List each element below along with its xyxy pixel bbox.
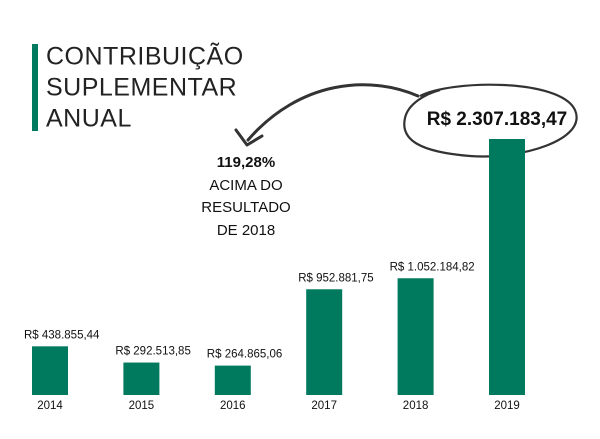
x-tick-label: 2017 (311, 400, 337, 412)
annotation: RESULTADO (201, 199, 290, 216)
x-tick-label: 2018 (403, 400, 429, 412)
arrow-head (234, 128, 264, 147)
x-tick-label: 2019 (494, 400, 520, 412)
bar (306, 289, 343, 395)
bar (123, 362, 160, 395)
annotation: DE 2018 (217, 222, 275, 239)
title-accent (32, 44, 38, 131)
bar (489, 139, 525, 395)
value-label: R$ 1.052.184,82 (390, 261, 475, 273)
arrow (246, 83, 420, 142)
x-tick-label: 2015 (129, 400, 155, 412)
value-label: R$ 2.307.183,47 (427, 109, 568, 130)
value-label: R$ 952.881,75 (298, 272, 373, 284)
chart-title: CONTRIBUIÇÃO (46, 42, 244, 71)
value-label: R$ 438.855,44 (24, 329, 100, 341)
x-tick-label: 2016 (220, 400, 246, 412)
annotation: ACIMA DO (209, 177, 282, 194)
bar (397, 278, 434, 395)
bar (32, 346, 68, 395)
bar (214, 365, 251, 395)
chart-title: SUPLEMENTAR (46, 74, 237, 102)
annotation: 119,28% (217, 154, 275, 171)
value-label: R$ 264.865,06 (207, 349, 282, 361)
chart-title: ANUAL (46, 105, 132, 133)
value-label: R$ 292.513,85 (115, 346, 190, 358)
x-tick-label: 2014 (37, 400, 63, 412)
